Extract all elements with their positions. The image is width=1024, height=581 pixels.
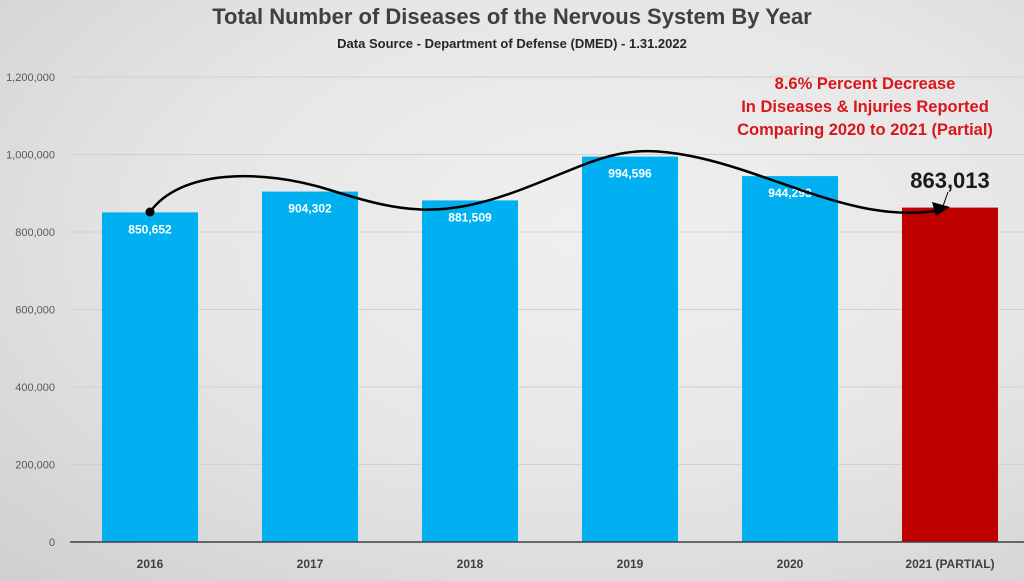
x-tick-label: 2018 bbox=[457, 557, 484, 571]
arrowhead-icon bbox=[932, 202, 950, 216]
bar bbox=[422, 200, 518, 542]
leader-line bbox=[941, 191, 949, 210]
trend-arrow-curve bbox=[148, 149, 941, 215]
data-label: 850,652 bbox=[128, 222, 172, 236]
y-tick-label: 600,000 bbox=[15, 305, 55, 317]
x-tick-label: 2019 bbox=[617, 557, 644, 571]
bar bbox=[262, 191, 358, 542]
data-label: 904,302 bbox=[288, 202, 332, 216]
data-label: 881,509 bbox=[448, 210, 492, 224]
y-tick-label: 0 bbox=[49, 537, 55, 549]
annotation-line: Comparing 2020 to 2021 (Partial) bbox=[737, 121, 993, 139]
y-tick-label: 1,000,000 bbox=[6, 150, 55, 162]
chart-subtitle: Data Source - Department of Defense (DME… bbox=[337, 36, 687, 51]
bar bbox=[902, 207, 998, 542]
x-tick-label: 2021 (PARTIAL) bbox=[905, 557, 994, 571]
x-tick-label: 2016 bbox=[137, 557, 164, 571]
x-tick-label: 2017 bbox=[297, 557, 324, 571]
x-tick-label: 2020 bbox=[777, 557, 804, 571]
annotation-line: 8.6% Percent Decrease bbox=[774, 75, 956, 93]
bar bbox=[102, 212, 198, 542]
chart-title: Total Number of Diseases of the Nervous … bbox=[212, 4, 812, 29]
y-tick-label: 200,000 bbox=[15, 460, 55, 472]
y-tick-label: 400,000 bbox=[15, 382, 55, 394]
y-tick-label: 1,200,000 bbox=[6, 72, 55, 84]
highlight-value-label: 863,013 bbox=[910, 168, 990, 193]
decrease-annotation: 8.6% Percent Decrease In Diseases & Inju… bbox=[715, 73, 1015, 142]
data-label: 944,293 bbox=[768, 186, 812, 200]
bar bbox=[742, 176, 838, 542]
bar bbox=[582, 156, 678, 542]
data-label: 994,596 bbox=[608, 167, 652, 181]
annotation-line: In Diseases & Injuries Reported bbox=[741, 98, 989, 116]
y-tick-label: 800,000 bbox=[15, 227, 55, 239]
